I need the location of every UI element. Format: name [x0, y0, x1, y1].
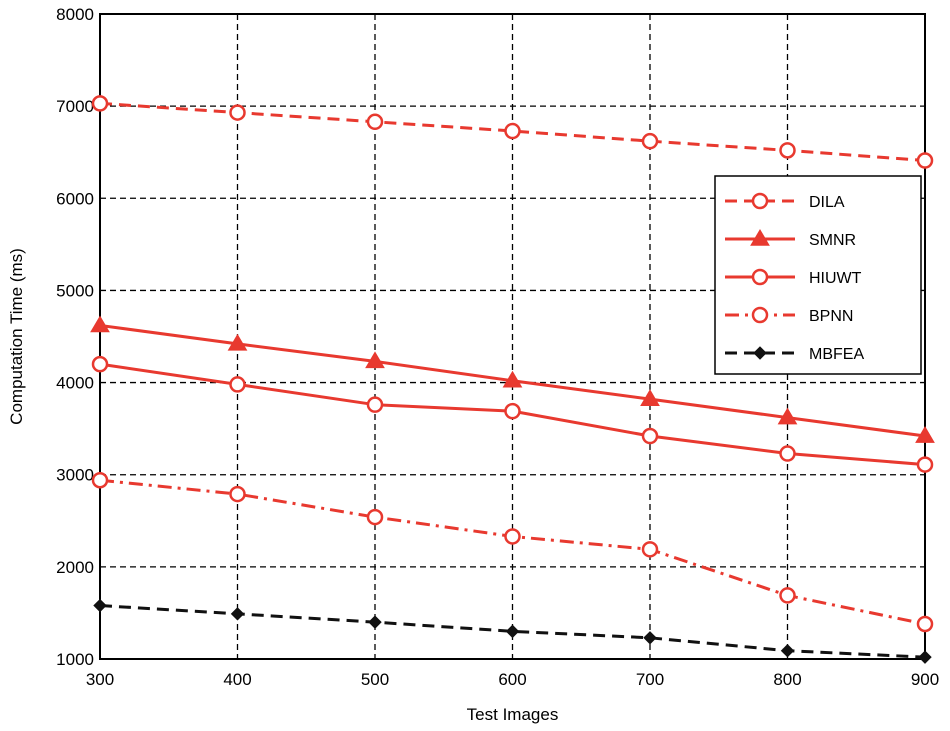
- legend-box: [714, 175, 922, 375]
- data-point: [777, 407, 798, 425]
- data-point: [229, 376, 246, 393]
- series-layer: [90, 95, 935, 664]
- data-point: [916, 152, 934, 169]
- data-point: [641, 427, 659, 445]
- data-point: [90, 315, 110, 333]
- data-point: [366, 396, 384, 413]
- y-axis: 1000 2000 3000 4000 5000 6000 7000 8000: [56, 5, 94, 669]
- legend-marker: [751, 192, 769, 210]
- legend-marker: [751, 306, 769, 324]
- x-axis: 300 400 500 600 700 800 900: [86, 670, 939, 689]
- data-point: [91, 355, 109, 373]
- data-point: [643, 631, 657, 645]
- plot-frame: [99, 13, 926, 660]
- y-tick-label: 1000: [56, 650, 94, 669]
- data-point: [365, 351, 385, 369]
- data-point: [916, 456, 934, 473]
- data-point: [779, 142, 796, 159]
- data-point: [504, 402, 521, 420]
- data-point: [915, 426, 935, 443]
- series-line: [99, 478, 926, 626]
- data-point: [640, 389, 660, 406]
- data-point: [641, 541, 659, 558]
- x-tick-label: 300: [86, 670, 114, 689]
- data-point: [502, 370, 523, 388]
- legend-label: MBFEA: [809, 346, 864, 363]
- data-point: [368, 615, 382, 629]
- data-point: [229, 104, 246, 121]
- y-tick-label: 4000: [56, 374, 94, 393]
- x-tick-label: 800: [773, 670, 801, 689]
- series-mbfea: [93, 598, 932, 664]
- data-point: [366, 113, 384, 131]
- data-point: [227, 333, 248, 351]
- series-hiuwt: [91, 355, 934, 473]
- data-point: [504, 122, 521, 140]
- legend: DILA SMNR HIUWT BPNN MBFEA: [714, 175, 922, 375]
- data-point: [91, 95, 109, 112]
- x-tick-label: 700: [636, 670, 664, 689]
- y-tick-label: 6000: [56, 189, 94, 208]
- x-tick-label: 500: [361, 670, 389, 689]
- x-tick-label: 900: [911, 670, 939, 689]
- data-point: [504, 528, 521, 545]
- data-point: [230, 607, 245, 621]
- legend-item-bpnn: BPNN: [725, 306, 853, 325]
- data-point: [779, 445, 796, 462]
- data-point: [229, 485, 246, 503]
- data-point: [91, 471, 109, 489]
- legend-item-mbfea: MBFEA: [725, 346, 864, 363]
- x-axis-label: Test Images: [467, 705, 559, 724]
- series-dila: [91, 95, 934, 169]
- legend-marker: [751, 268, 769, 286]
- data-point: [366, 508, 384, 526]
- legend-label: DILA: [809, 194, 845, 211]
- data-point: [916, 615, 934, 633]
- x-tick-label: 600: [498, 670, 526, 689]
- data-point: [780, 644, 795, 658]
- y-tick-label: 5000: [56, 281, 94, 300]
- legend-marker: [750, 229, 770, 246]
- data-point: [641, 132, 659, 150]
- series-bpnn: [91, 471, 934, 633]
- y-tick-label: 7000: [56, 97, 94, 116]
- data-point: [779, 587, 796, 604]
- data-point: [918, 650, 932, 664]
- y-tick-label: 3000: [56, 466, 94, 485]
- legend-item-smnr: SMNR: [725, 229, 856, 249]
- legend-label: SMNR: [809, 232, 856, 249]
- y-axis-label: Computation Time (ms): [7, 248, 26, 425]
- data-point: [93, 598, 107, 613]
- legend-item-dila: DILA: [725, 192, 845, 211]
- series-smnr: [90, 315, 935, 443]
- legend-label: BPNN: [809, 308, 853, 325]
- legend-label: HIUWT: [809, 270, 862, 287]
- data-point: [505, 624, 520, 639]
- y-tick-label: 8000: [56, 5, 94, 24]
- legend-item-hiuwt: HIUWT: [725, 268, 862, 287]
- y-tick-label: 2000: [56, 558, 94, 577]
- legend-marker: [753, 346, 767, 360]
- x-tick-label: 400: [223, 670, 251, 689]
